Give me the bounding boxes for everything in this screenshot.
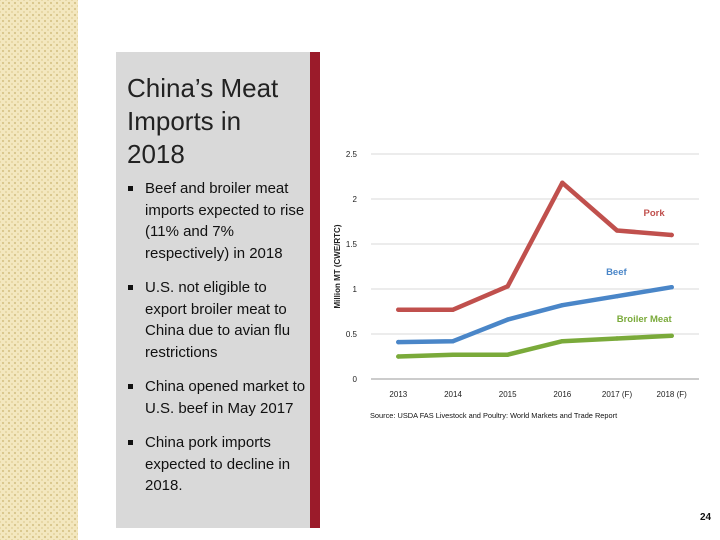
bullet-text: China opened market to U.S. beef in May …: [145, 378, 306, 417]
y-tick-label: 0: [353, 375, 358, 384]
data-point: [396, 339, 401, 345]
data-point: [505, 317, 510, 322]
series-line: [396, 333, 674, 359]
chart-source-note: Source: USDA FAS Livestock and Poultry: …: [370, 411, 617, 420]
meat-imports-line-chart: 0 0.5 1 1.5 2 2.5 2013 2014 2015 2016 2017 (F) 2018…: [333, 150, 699, 420]
bullet-text: Beef and broiler meat imports expected t…: [145, 180, 305, 262]
slide-title-line-1: China’s Meat: [127, 73, 279, 103]
decorative-left-strip: [0, 0, 78, 540]
y-tick-label: 0.5: [346, 330, 358, 339]
y-axis-label: Million MT (CWE/RTC): [333, 224, 342, 308]
data-point: [560, 180, 565, 185]
data-point: [396, 307, 401, 312]
text-panel: [116, 52, 310, 528]
data-point: [669, 285, 674, 290]
series-label: Broiler Meat: [617, 314, 673, 325]
series-line: [396, 180, 674, 312]
y-tick-label: 1: [353, 285, 358, 294]
x-tick-label: 2017 (F): [602, 390, 633, 399]
bullet-item: China opened market to U.S. beef in May …: [126, 376, 306, 419]
bullet-text: China pork imports expected to decline i…: [145, 434, 291, 494]
data-point: [505, 284, 510, 289]
x-tick-label: 2013: [389, 390, 407, 399]
data-point: [614, 228, 620, 233]
bullet-square-icon: [128, 186, 133, 191]
bullet-square-icon: [128, 285, 133, 290]
data-point: [614, 336, 620, 341]
data-point: [396, 354, 401, 359]
y-tick-label: 2.5: [346, 150, 358, 159]
data-point: [614, 294, 620, 299]
data-point: [450, 339, 456, 344]
data-point: [560, 339, 565, 344]
bullet-item: China pork imports expected to decline i…: [126, 432, 306, 497]
data-point: [450, 307, 456, 312]
data-point: [669, 333, 674, 338]
y-tick-label: 2: [353, 195, 358, 204]
data-point: [450, 352, 456, 357]
slide-title-line-2: Imports in 2018: [127, 106, 242, 169]
series-line: [396, 284, 674, 345]
x-tick-label: 2014: [444, 390, 462, 399]
bullet-text: U.S. not eligible to export broiler meat…: [145, 279, 291, 361]
page-number: 24: [700, 512, 712, 523]
data-point: [505, 352, 510, 357]
slide-title: China’s Meat Imports in 2018: [127, 72, 305, 171]
x-tick-label: 2015: [499, 390, 517, 399]
bullet-item: Beef and broiler meat imports expected t…: [126, 178, 306, 264]
series-label: Pork: [644, 208, 666, 219]
x-tick-label: 2016: [553, 390, 571, 399]
bullet-square-icon: [128, 384, 133, 389]
y-tick-label: 1.5: [346, 240, 358, 249]
accent-divider-bar: [310, 52, 320, 528]
x-tick-label: 2018 (F): [657, 390, 688, 399]
bullet-list: Beef and broiler meat imports expected t…: [126, 178, 306, 510]
data-point: [669, 232, 674, 238]
bullet-item: U.S. not eligible to export broiler meat…: [126, 277, 306, 363]
series-label: Beef: [606, 267, 627, 278]
data-point: [560, 303, 565, 308]
bullet-square-icon: [128, 440, 133, 445]
